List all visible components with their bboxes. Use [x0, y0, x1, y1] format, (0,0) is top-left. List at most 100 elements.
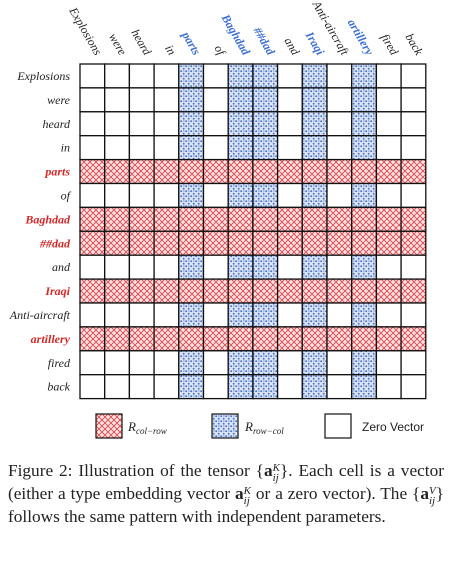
matrix-cell — [227, 302, 254, 328]
matrix-cell — [276, 63, 303, 89]
matrix-cell — [400, 350, 427, 376]
matrix-cell — [276, 182, 303, 209]
matrix-cell — [400, 230, 427, 256]
matrix-cell — [128, 135, 155, 161]
matrix-cell — [301, 374, 328, 400]
matrix-cell — [104, 135, 131, 161]
matrix-cell — [153, 63, 180, 89]
matrix-cell — [153, 182, 180, 209]
caption-prefix: Figure 2: — [8, 461, 73, 480]
matrix-cell — [79, 278, 106, 304]
matrix-cell — [153, 374, 180, 400]
matrix-cell — [128, 374, 155, 400]
matrix-cell — [178, 63, 205, 89]
matrix-cell — [202, 182, 229, 209]
matrix-cell — [104, 350, 131, 376]
row-labels: Explosions were heard in parts of Baghdad ##dad… — [9, 69, 72, 394]
matrix-cell — [326, 254, 353, 280]
row-label: ##dad — [39, 236, 71, 250]
row-label: parts — [44, 165, 70, 179]
matrix-cell — [301, 111, 328, 137]
matrix-cell — [202, 135, 229, 161]
matrix-cell — [227, 350, 254, 376]
matrix-cell — [202, 374, 229, 400]
matrix-cell — [79, 326, 106, 352]
matrix-cell — [178, 350, 205, 376]
column-label: were — [106, 31, 130, 58]
matrix-cell — [104, 374, 131, 400]
matrix-cell — [104, 111, 131, 137]
matrix-cell — [128, 326, 155, 352]
legend: Rcol−row Rrow−col Zero Vector — [95, 413, 424, 439]
matrix-cell — [202, 350, 229, 376]
matrix-cell — [128, 254, 155, 280]
matrix-cell — [301, 350, 328, 376]
matrix-cell — [178, 374, 205, 400]
matrix-cell — [153, 206, 180, 232]
matrix-cell — [252, 326, 279, 352]
matrix-cell — [351, 63, 378, 89]
matrix-cell — [276, 350, 303, 376]
matrix-cell — [326, 87, 353, 113]
matrix-cell — [128, 158, 155, 185]
matrix-cell — [375, 63, 402, 89]
matrix-cell — [375, 278, 402, 304]
matrix-cell — [326, 278, 353, 304]
row-label: Baghdad — [24, 212, 71, 226]
matrix-cell — [351, 374, 378, 400]
matrix-cell — [153, 87, 180, 113]
column-label: and — [281, 35, 303, 58]
matrix-cell — [375, 302, 402, 328]
matrix-cell — [351, 111, 378, 137]
row-label: Iraqi — [44, 284, 70, 298]
matrix-cell — [301, 254, 328, 280]
matrix-cell — [178, 230, 205, 256]
matrix-cell — [79, 87, 106, 113]
matrix-cell — [227, 374, 254, 400]
matrix-cell — [227, 158, 254, 185]
matrix-cell — [79, 63, 106, 89]
caption-part2: . Each cell is a vector (either a type e… — [8, 461, 444, 503]
matrix-cell — [252, 63, 279, 89]
matrix-cell — [104, 182, 131, 209]
matrix-cell — [276, 230, 303, 256]
matrix-cell — [301, 182, 328, 209]
matrix-cell — [178, 111, 205, 137]
matrix-cell — [400, 326, 427, 352]
row-label: were — [47, 93, 71, 107]
matrix-cell — [178, 158, 205, 185]
matrix-cell — [79, 111, 106, 137]
matrix-cell — [153, 350, 180, 376]
matrix-cell — [252, 206, 279, 232]
matrix-cell — [326, 182, 353, 209]
legend-red-label: Rcol−row — [127, 419, 167, 436]
matrix-cell — [400, 63, 427, 89]
matrix-cell — [178, 278, 205, 304]
matrix-cell — [128, 87, 155, 113]
matrix-cell — [400, 87, 427, 113]
matrix-cell — [301, 135, 328, 161]
matrix-cell — [128, 206, 155, 232]
matrix-cell — [128, 230, 155, 256]
matrix-cell — [178, 206, 205, 232]
matrix-cell — [104, 278, 131, 304]
matrix-cell — [227, 135, 254, 161]
legend-red-swatch — [95, 413, 123, 439]
matrix-cell — [252, 254, 279, 280]
matrix-cell — [252, 374, 279, 400]
row-label: fired — [48, 356, 71, 370]
matrix-cell — [202, 87, 229, 113]
matrix-cell — [227, 87, 254, 113]
matrix-cell — [326, 230, 353, 256]
matrix-cell — [375, 135, 402, 161]
matrix-cell — [400, 111, 427, 137]
row-label: and — [52, 260, 71, 274]
matrix-cell — [351, 135, 378, 161]
matrix-cell — [326, 158, 353, 185]
matrix-cell — [351, 182, 378, 209]
matrix-cell — [79, 350, 106, 376]
matrix-cell — [227, 63, 254, 89]
